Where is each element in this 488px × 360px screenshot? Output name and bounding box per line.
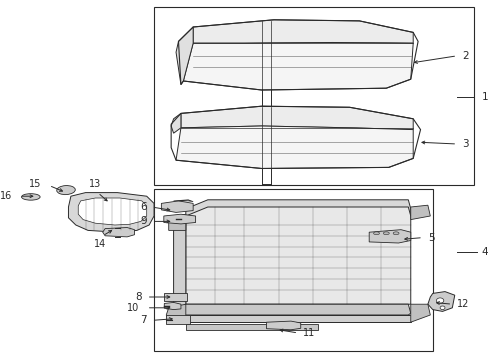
Text: 2: 2 <box>461 51 468 61</box>
Polygon shape <box>176 126 412 168</box>
Bar <box>154 189 432 351</box>
Ellipse shape <box>392 232 398 235</box>
Text: 5: 5 <box>427 233 434 243</box>
Text: 7: 7 <box>140 315 146 325</box>
Polygon shape <box>266 321 300 330</box>
Polygon shape <box>161 201 193 212</box>
Ellipse shape <box>57 185 75 195</box>
Text: 1: 1 <box>481 92 488 102</box>
Ellipse shape <box>435 298 443 303</box>
Text: 14: 14 <box>94 239 106 249</box>
Polygon shape <box>193 20 412 43</box>
Polygon shape <box>166 304 185 322</box>
Text: 6: 6 <box>140 202 146 212</box>
Ellipse shape <box>439 306 444 310</box>
Polygon shape <box>185 200 410 216</box>
Polygon shape <box>173 216 185 313</box>
Polygon shape <box>102 228 134 237</box>
Ellipse shape <box>383 232 388 235</box>
Polygon shape <box>68 193 154 232</box>
Text: 9: 9 <box>140 216 146 226</box>
Polygon shape <box>185 207 410 304</box>
Bar <box>154 7 473 185</box>
Polygon shape <box>427 292 454 311</box>
Text: 15: 15 <box>29 179 41 189</box>
Polygon shape <box>171 113 181 133</box>
Polygon shape <box>181 106 412 130</box>
Polygon shape <box>183 42 412 90</box>
Bar <box>164 293 186 301</box>
Bar <box>185 324 317 330</box>
Polygon shape <box>173 200 193 202</box>
Text: 4: 4 <box>481 247 488 257</box>
Ellipse shape <box>373 232 379 235</box>
Polygon shape <box>368 230 410 243</box>
Polygon shape <box>164 302 181 310</box>
Polygon shape <box>173 304 410 315</box>
Text: 11: 11 <box>303 328 315 338</box>
Text: 8: 8 <box>135 292 142 302</box>
Polygon shape <box>168 214 185 230</box>
Polygon shape <box>410 304 429 322</box>
Text: 13: 13 <box>89 179 102 189</box>
Polygon shape <box>163 214 195 224</box>
Text: 10: 10 <box>127 303 139 313</box>
Text: 12: 12 <box>456 299 468 309</box>
Polygon shape <box>176 27 193 85</box>
Text: 3: 3 <box>461 139 468 149</box>
Bar <box>166 315 189 324</box>
Polygon shape <box>78 198 146 225</box>
Text: 16: 16 <box>0 191 12 201</box>
Polygon shape <box>173 315 410 322</box>
Polygon shape <box>410 205 429 220</box>
Ellipse shape <box>21 194 40 200</box>
